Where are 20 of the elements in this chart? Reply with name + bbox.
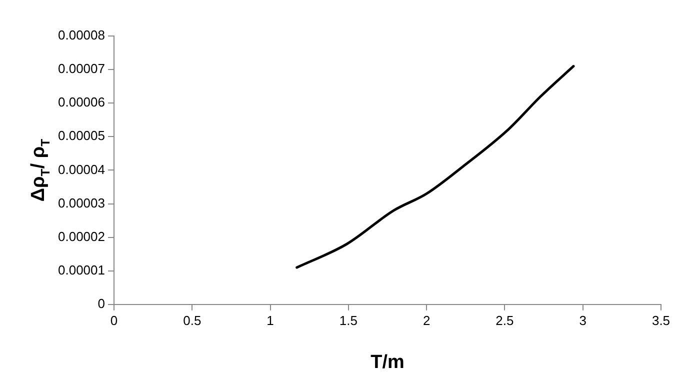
y-axis-title: ΔρT/ ρT xyxy=(28,138,53,202)
y-tick-label: 0.00004 xyxy=(58,162,105,177)
x-tick-label: 0.5 xyxy=(183,312,202,328)
x-tick-label: 2 xyxy=(422,312,430,328)
x-tick-label: 3.5 xyxy=(652,312,670,328)
y-tick-label: 0.00007 xyxy=(58,61,105,76)
x-tick-label: 1.5 xyxy=(339,312,358,328)
y-tick-label: 0.00003 xyxy=(58,195,105,210)
line-series xyxy=(296,64,575,269)
x-tick-label: 3 xyxy=(579,312,586,328)
y-tick-label: 0.00001 xyxy=(58,262,105,278)
y-tick-label: 0.00008 xyxy=(58,28,105,43)
x-axis-title: T/m xyxy=(370,352,404,373)
y-tick-label: 0 xyxy=(98,296,105,311)
x-tick-label: 1 xyxy=(266,312,274,328)
x-tick-label: 0 xyxy=(110,312,118,328)
y-tick-label: 0.00006 xyxy=(58,94,105,110)
y-tick-label: 0.00002 xyxy=(58,228,105,244)
x-tick-label: 2.5 xyxy=(496,312,514,328)
y-tick-label: 0.00005 xyxy=(58,128,105,144)
